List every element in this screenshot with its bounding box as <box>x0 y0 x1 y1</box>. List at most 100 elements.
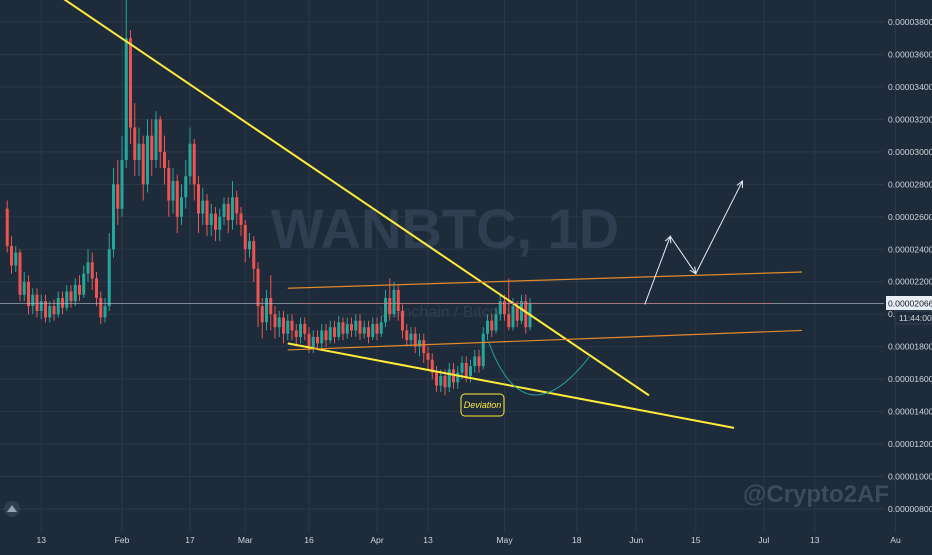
candle[interactable] <box>112 168 115 258</box>
candle[interactable] <box>73 278 77 307</box>
candle[interactable] <box>354 314 358 337</box>
candle[interactable] <box>486 314 489 341</box>
candle[interactable] <box>222 197 226 225</box>
candle[interactable] <box>290 314 294 341</box>
candle[interactable] <box>78 275 81 302</box>
candle[interactable] <box>320 323 324 349</box>
candle[interactable] <box>490 314 494 337</box>
candle[interactable] <box>507 278 511 331</box>
candle[interactable] <box>61 291 64 315</box>
candle[interactable] <box>10 236 13 274</box>
candle[interactable] <box>27 275 30 315</box>
candle[interactable] <box>120 135 124 217</box>
candle[interactable] <box>350 317 353 337</box>
candle[interactable] <box>447 362 451 393</box>
candle[interactable] <box>248 233 251 258</box>
candle[interactable] <box>99 291 103 324</box>
candle[interactable] <box>324 323 328 347</box>
candle[interactable] <box>328 320 332 344</box>
candle[interactable] <box>35 288 39 318</box>
candle[interactable] <box>456 366 460 389</box>
candle[interactable] <box>452 362 455 389</box>
candle[interactable] <box>52 299 56 321</box>
candle[interactable] <box>146 119 149 193</box>
candle[interactable] <box>494 307 498 334</box>
candle[interactable] <box>116 159 120 225</box>
candle[interactable] <box>243 220 247 263</box>
candle[interactable] <box>5 200 9 253</box>
candle[interactable] <box>167 159 171 217</box>
candle[interactable] <box>197 176 200 234</box>
candle[interactable] <box>239 207 243 237</box>
candle[interactable] <box>69 284 73 308</box>
candle[interactable] <box>205 194 209 237</box>
candle[interactable] <box>95 271 98 307</box>
candle[interactable] <box>192 138 196 201</box>
candle[interactable] <box>18 249 22 302</box>
candle[interactable] <box>358 314 362 341</box>
candle[interactable] <box>209 203 213 237</box>
candle[interactable] <box>503 294 506 321</box>
candle[interactable] <box>201 187 205 225</box>
candle[interactable] <box>39 294 43 320</box>
candle[interactable] <box>282 310 285 344</box>
candle[interactable] <box>180 184 183 225</box>
candle[interactable] <box>124 0 128 169</box>
candle[interactable] <box>31 288 35 315</box>
candle[interactable] <box>56 291 60 318</box>
candle[interactable] <box>460 356 464 380</box>
candle[interactable] <box>341 317 345 341</box>
candle[interactable] <box>235 190 239 225</box>
candle[interactable] <box>188 127 192 185</box>
candle[interactable] <box>316 330 319 350</box>
candle[interactable] <box>175 174 179 234</box>
candle[interactable] <box>184 159 188 209</box>
candle[interactable] <box>269 275 273 331</box>
candle[interactable] <box>14 246 18 272</box>
candle[interactable] <box>260 297 264 339</box>
candle[interactable] <box>299 317 302 344</box>
candle[interactable] <box>401 304 404 339</box>
candle[interactable] <box>218 208 222 242</box>
candle[interactable] <box>252 236 256 282</box>
candle[interactable] <box>498 294 502 321</box>
candle[interactable] <box>481 327 485 370</box>
candle[interactable] <box>158 116 162 169</box>
candle[interactable] <box>226 197 230 234</box>
candle[interactable] <box>375 317 379 341</box>
candle[interactable] <box>150 119 154 177</box>
candle[interactable] <box>345 317 349 339</box>
candle[interactable] <box>273 306 277 339</box>
candle[interactable] <box>524 294 528 334</box>
candle[interactable] <box>154 111 158 169</box>
candle[interactable] <box>286 314 290 341</box>
time-axis[interactable]: 13 Feb 17 Mar 16 Apr 13 May 18 Jun 15 Jul 13 Au <box>36 535 901 545</box>
candle[interactable] <box>90 252 94 290</box>
candle[interactable] <box>22 271 26 302</box>
candle[interactable] <box>426 346 430 370</box>
candle[interactable] <box>367 320 370 344</box>
candle[interactable] <box>277 310 281 337</box>
candle[interactable] <box>133 103 137 177</box>
candle[interactable] <box>256 262 260 328</box>
candle[interactable] <box>413 327 417 354</box>
candle[interactable] <box>473 349 477 373</box>
candle[interactable] <box>379 315 383 337</box>
candle[interactable] <box>384 289 387 328</box>
candle[interactable] <box>362 320 366 339</box>
candle[interactable] <box>294 323 298 347</box>
candle[interactable] <box>214 207 217 242</box>
candle[interactable] <box>430 353 434 380</box>
candle[interactable] <box>107 233 111 311</box>
candle[interactable] <box>171 168 175 214</box>
candle[interactable] <box>265 289 268 331</box>
candle[interactable] <box>103 297 107 323</box>
tradingview-logo[interactable] <box>4 501 20 517</box>
candle[interactable] <box>48 301 52 323</box>
candle[interactable] <box>477 349 481 373</box>
candle[interactable] <box>392 281 396 318</box>
candle[interactable] <box>333 320 336 344</box>
candle[interactable] <box>44 294 47 323</box>
candle[interactable] <box>231 181 234 230</box>
